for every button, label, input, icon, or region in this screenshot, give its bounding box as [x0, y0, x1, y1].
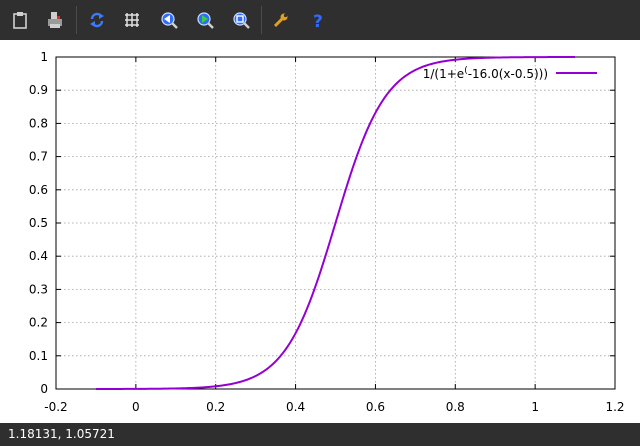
- autoscale-icon: [233, 12, 250, 29]
- help-icon: ?: [313, 12, 323, 29]
- svg-text:?: ?: [313, 12, 323, 29]
- y-tick-label: 0.3: [29, 282, 48, 296]
- x-tick-label: 0: [132, 400, 140, 414]
- clipboard-icon: [13, 12, 27, 29]
- toolbar-separator: [261, 6, 262, 34]
- x-tick-label: 0.4: [286, 400, 305, 414]
- x-tick-label: 0.6: [366, 400, 385, 414]
- y-tick-label: 0: [40, 382, 48, 396]
- help-button[interactable]: ?: [303, 5, 333, 35]
- replot-icon: [90, 12, 104, 28]
- plot-area[interactable]: -0.2 0 0.2 0.4 0.6 0.8 1 1.2 0 0.1 0.2 0.3 0.4 0.5 0.6…: [0, 40, 640, 423]
- y-tick-label: 0.9: [29, 83, 48, 97]
- zoom-next-button[interactable]: [190, 5, 220, 35]
- toolbar-separator: [76, 6, 77, 34]
- autoscale-button[interactable]: [226, 5, 256, 35]
- zoom-next-icon: [197, 12, 214, 29]
- status-bar: 1.18131, 1.05721: [0, 423, 640, 446]
- y-tick-label: 0.2: [29, 316, 48, 330]
- legend-label: 1/(1+e(-16.0(x-0.5))): [423, 66, 548, 81]
- replot-button[interactable]: [82, 5, 112, 35]
- x-tick-label: 1.2: [605, 400, 624, 414]
- x-tick-label: -0.2: [44, 400, 67, 414]
- toolbar: ?: [0, 0, 640, 40]
- sigmoid-chart[interactable]: -0.2 0 0.2 0.4 0.6 0.8 1 1.2 0 0.1 0.2 0.3 0.4 0.5 0.6…: [0, 40, 640, 423]
- x-tick-label: 0.8: [446, 400, 465, 414]
- y-tick-label: 0.5: [29, 216, 48, 230]
- cursor-coordinates: 1.18131, 1.05721: [8, 427, 115, 441]
- wrench-icon: [273, 13, 288, 28]
- grid-icon: [125, 13, 139, 27]
- y-tick-label: 0.8: [29, 116, 48, 130]
- y-tick-label: 0.6: [29, 183, 48, 197]
- grid-button[interactable]: [117, 5, 147, 35]
- zoom-previous-icon: [161, 12, 178, 29]
- copy-clipboard-button[interactable]: [5, 5, 35, 35]
- printer-icon: [48, 12, 62, 28]
- zoom-previous-button[interactable]: [154, 5, 184, 35]
- options-button[interactable]: [266, 5, 296, 35]
- series-line: [95, 56, 576, 390]
- y-tick-label: 0.4: [29, 249, 48, 263]
- x-tick-label: 0.2: [206, 400, 225, 414]
- y-tick-label: 1: [40, 50, 48, 64]
- x-tick-label: 1: [531, 400, 539, 414]
- y-tick-label: 0.7: [29, 150, 48, 164]
- print-button[interactable]: [40, 5, 70, 35]
- y-tick-label: 0.1: [29, 349, 48, 363]
